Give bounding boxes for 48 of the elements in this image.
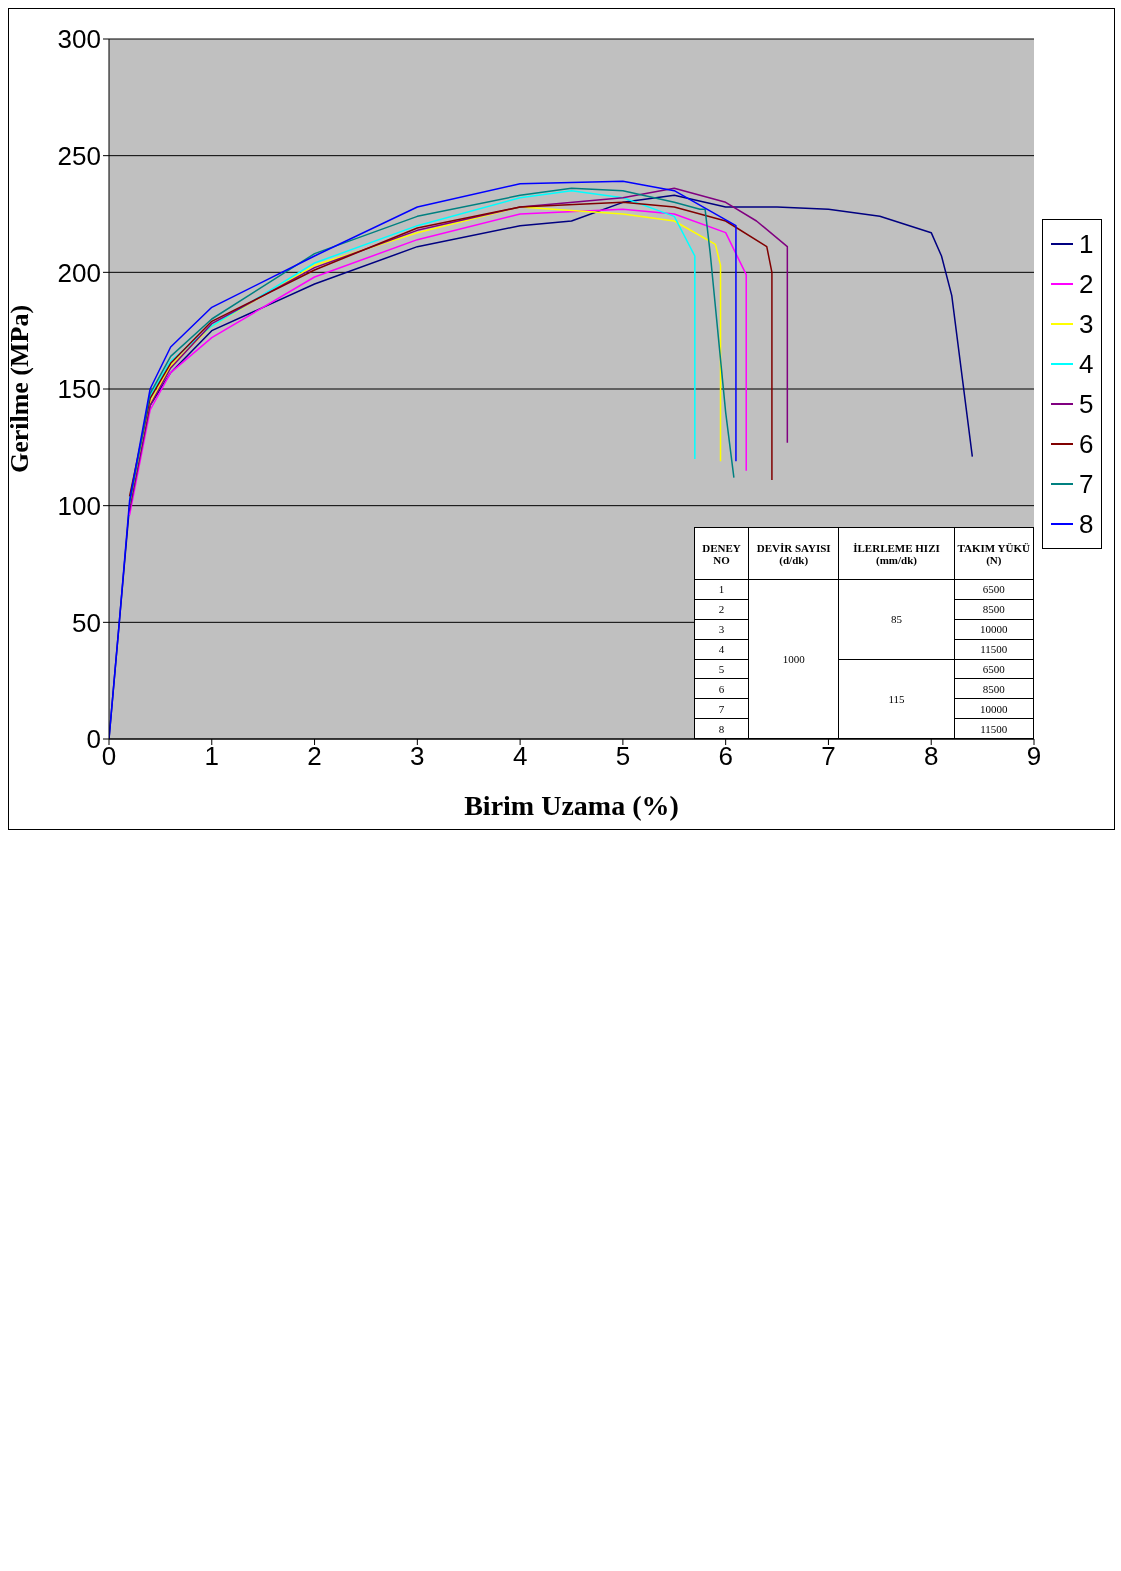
y-tick-label: 150	[57, 374, 101, 405]
legend-label: 2	[1079, 268, 1094, 300]
y-tick-label: 50	[72, 607, 101, 638]
y-axis-title: Gerilme (MPa)	[5, 304, 35, 474]
x-tick-label: 7	[821, 741, 836, 772]
annotation: İLERLEME HIZI (mm/dk)	[838, 527, 955, 580]
legend-label: 1	[1079, 228, 1094, 260]
annotation: 8500	[954, 599, 1034, 620]
annotation: 115	[838, 659, 955, 739]
x-axis-title: Birim Uzama (%)	[464, 790, 679, 821]
legend-label: 6	[1079, 428, 1094, 460]
legend-label: 4	[1079, 348, 1094, 380]
annotation: 10000	[954, 698, 1034, 719]
annotation: 8	[694, 718, 749, 739]
annotation: 11500	[954, 639, 1034, 659]
x-tick-label: 3	[410, 741, 425, 772]
annotation: 3	[694, 619, 749, 640]
legend-label: 3	[1079, 308, 1094, 340]
y-tick-label: 100	[57, 490, 101, 521]
annotation: 5	[694, 659, 749, 679]
annotation: 2	[694, 599, 749, 620]
annotation: 6	[694, 678, 749, 699]
annotation: DEVİR SAYISI (d/dk)	[748, 527, 839, 580]
annotation: 6500	[954, 579, 1034, 600]
annotation: 6500	[954, 659, 1034, 679]
annotation: 11500	[954, 718, 1034, 739]
annotation: TAKIM YÜKÜ (N)	[954, 527, 1034, 580]
legend-label: 8	[1079, 508, 1094, 540]
annotation: 10000	[954, 619, 1034, 640]
y-tick-label: 250	[57, 140, 101, 171]
annotation: DENEY NO	[694, 527, 749, 580]
legend-label: 5	[1079, 388, 1094, 420]
annotation: 7	[694, 698, 749, 719]
y-tick-label: 300	[57, 24, 101, 55]
x-tick-label: 2	[307, 741, 322, 772]
x-tick-label: 9	[1026, 741, 1042, 772]
x-tick-label: 4	[512, 741, 528, 772]
x-tick-label: 6	[718, 741, 733, 772]
annotation: 85	[838, 579, 955, 659]
x-tick-label: 8	[923, 741, 939, 772]
x-tick-label: 5	[615, 741, 631, 772]
annotation: 8500	[954, 678, 1034, 699]
y-tick-label: 200	[57, 257, 101, 288]
annotation: 4	[694, 639, 749, 659]
x-tick-label: 1	[204, 741, 220, 772]
legend-label: 7	[1079, 468, 1094, 500]
annotation: 1	[694, 579, 749, 600]
annotation: 1000	[748, 579, 839, 739]
